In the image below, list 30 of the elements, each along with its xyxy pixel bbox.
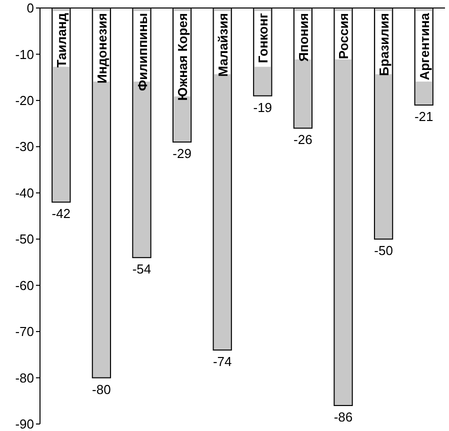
y-tick-label: -10 (15, 46, 34, 62)
data-label: -21 (414, 109, 434, 124)
y-tick-label: -70 (15, 324, 34, 340)
y-tick-label: -30 (15, 139, 34, 154)
y-tick-label: -20 (15, 92, 34, 108)
x-tick-label: Аргентина (416, 12, 432, 80)
x-tick-label: Бразилия (376, 13, 392, 76)
y-tick-label: -80 (15, 370, 34, 386)
data-label: -42 (52, 206, 71, 222)
x-tick-label: Россия (336, 13, 352, 60)
x-tick-label: Таиланд (54, 12, 70, 68)
data-label: -80 (92, 382, 111, 397)
x-tick-label: Япония (296, 13, 311, 62)
x-tick-label: Филиппины (134, 13, 150, 91)
y-tick-label: 0 (26, 0, 34, 16)
x-tick-label: Индонезия (94, 13, 110, 84)
data-label: -54 (132, 262, 152, 277)
y-tick-label: -60 (15, 278, 34, 293)
y-tick-label: -40 (15, 185, 34, 200)
data-label: -26 (294, 132, 312, 148)
data-label: -86 (334, 410, 353, 425)
x-tick-label: Гонконг (256, 12, 271, 64)
x-tick-label: Южная Корея (175, 13, 190, 101)
data-label: -50 (374, 243, 393, 258)
data-label: -74 (212, 354, 232, 370)
data-label: -19 (253, 100, 272, 115)
data-label: -29 (172, 146, 192, 162)
x-tick-label: Малайзия (215, 13, 230, 77)
y-tick-label: -90 (15, 416, 34, 431)
y-tick-label: -50 (15, 232, 34, 247)
